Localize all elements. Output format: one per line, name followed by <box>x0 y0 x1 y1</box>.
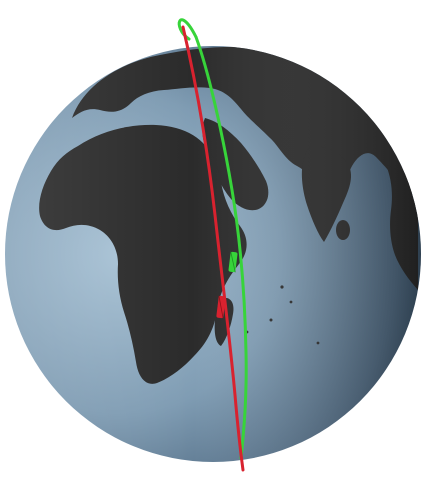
green-satellite-icon <box>228 251 238 273</box>
green-orbit-back-arc <box>177 18 198 41</box>
earth-globe-icon <box>5 46 421 462</box>
red-satellite-icon <box>216 295 226 319</box>
green-orbit-icon <box>194 35 248 460</box>
red-orbit-icon <box>181 25 245 472</box>
orbit-back-layer <box>177 18 198 41</box>
orbit-front-layer <box>181 25 248 472</box>
globe-shading <box>5 46 421 462</box>
